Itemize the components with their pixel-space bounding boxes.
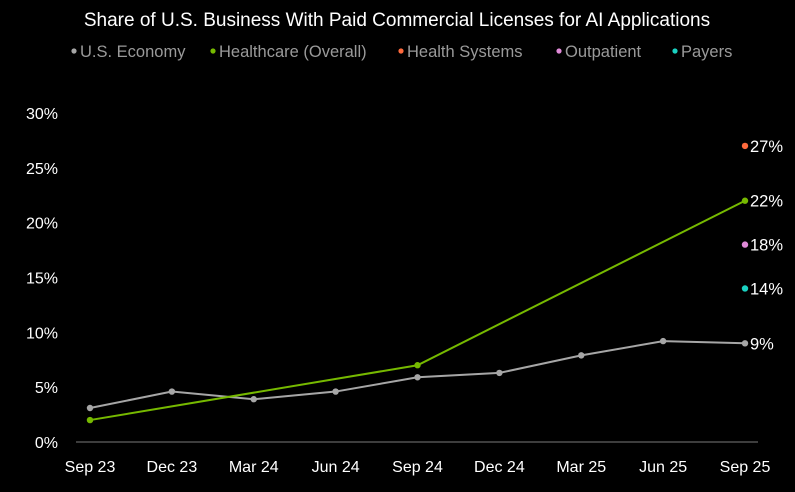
y-tick-label: 10% [26,325,58,342]
x-tick-label: Mar 24 [229,459,279,476]
legend: U.S. Economy Healthcare (Overall) Health S… [71,43,732,61]
x-tick-label: Dec 23 [147,459,198,476]
plot-area: 9% 22% 27% 18% 14% [86,138,783,424]
legend-marker-healthcare-overall [210,48,216,54]
data-point-u-s-economy [168,388,176,395]
data-point-u-s-economy [578,352,585,359]
legend-marker-outpatient [556,48,562,54]
data-point-u-s-economy [86,404,94,412]
end-label-payers: 14% [750,280,783,298]
chart-title: Share of U.S. Business With Paid Commerc… [84,10,710,31]
end-label-healthcare-overall: 22% [750,193,783,211]
y-tick-label: 15% [26,271,58,288]
x-tick-label: Sep 24 [392,459,443,476]
data-point-healthcare-overall [741,197,749,204]
y-tick-label: 20% [26,216,58,233]
legend-marker-u-s-economy [71,48,77,54]
legend-label-u-s-economy: U.S. Economy [80,43,186,61]
data-point-healthcare-overall [86,416,94,424]
series-u-s-economy: 9% [86,335,774,412]
x-tick-label: Jun 25 [639,459,687,476]
series-health-systems: 27% [741,138,783,156]
legend-label-outpatient: Outpatient [565,43,642,61]
y-axis: 0% 5% 10% 15% 20% 25% 30% [26,106,58,452]
end-label-u-s-economy: 9% [750,335,774,353]
x-axis: Sep 23 Dec 23 Mar 24 Jun 24 Sep 24 Dec 24 Mar … [65,441,771,476]
legend-label-health-systems: Health Systems [407,43,523,61]
x-tick-label: Dec 24 [474,459,525,476]
data-point-u-s-economy [332,388,339,395]
end-label-health-systems: 27% [750,138,783,156]
end-label-outpatient: 18% [750,237,783,255]
data-point-outpatient [741,241,749,248]
x-tick-label: Sep 25 [720,459,771,476]
data-point-u-s-economy [250,396,257,403]
legend-label-payers: Payers [681,43,732,61]
legend-marker-health-systems [398,48,404,54]
series-healthcare-overall: 22% [86,193,783,424]
series-line-healthcare-overall [89,199,746,422]
data-point-u-s-economy [659,337,667,345]
legend-marker-payers [672,48,678,54]
x-tick-label: Mar 25 [556,459,606,476]
y-tick-label: 30% [26,106,58,123]
y-tick-label: 0% [35,435,58,452]
data-point-u-s-economy [414,374,421,381]
data-point-health-systems [741,142,749,150]
series-outpatient: 18% [741,237,783,255]
series-payers: 14% [741,280,783,298]
x-tick-label: Sep 23 [65,459,116,476]
data-point-payers [741,285,749,292]
data-point-u-s-economy [741,340,749,347]
x-tick-label: Jun 24 [312,459,360,476]
y-tick-label: 5% [35,380,58,397]
y-tick-label: 25% [26,161,58,178]
legend-label-healthcare-overall: Healthcare (Overall) [219,43,367,61]
data-point-u-s-economy [496,369,503,377]
data-point-healthcare-overall [414,362,421,369]
